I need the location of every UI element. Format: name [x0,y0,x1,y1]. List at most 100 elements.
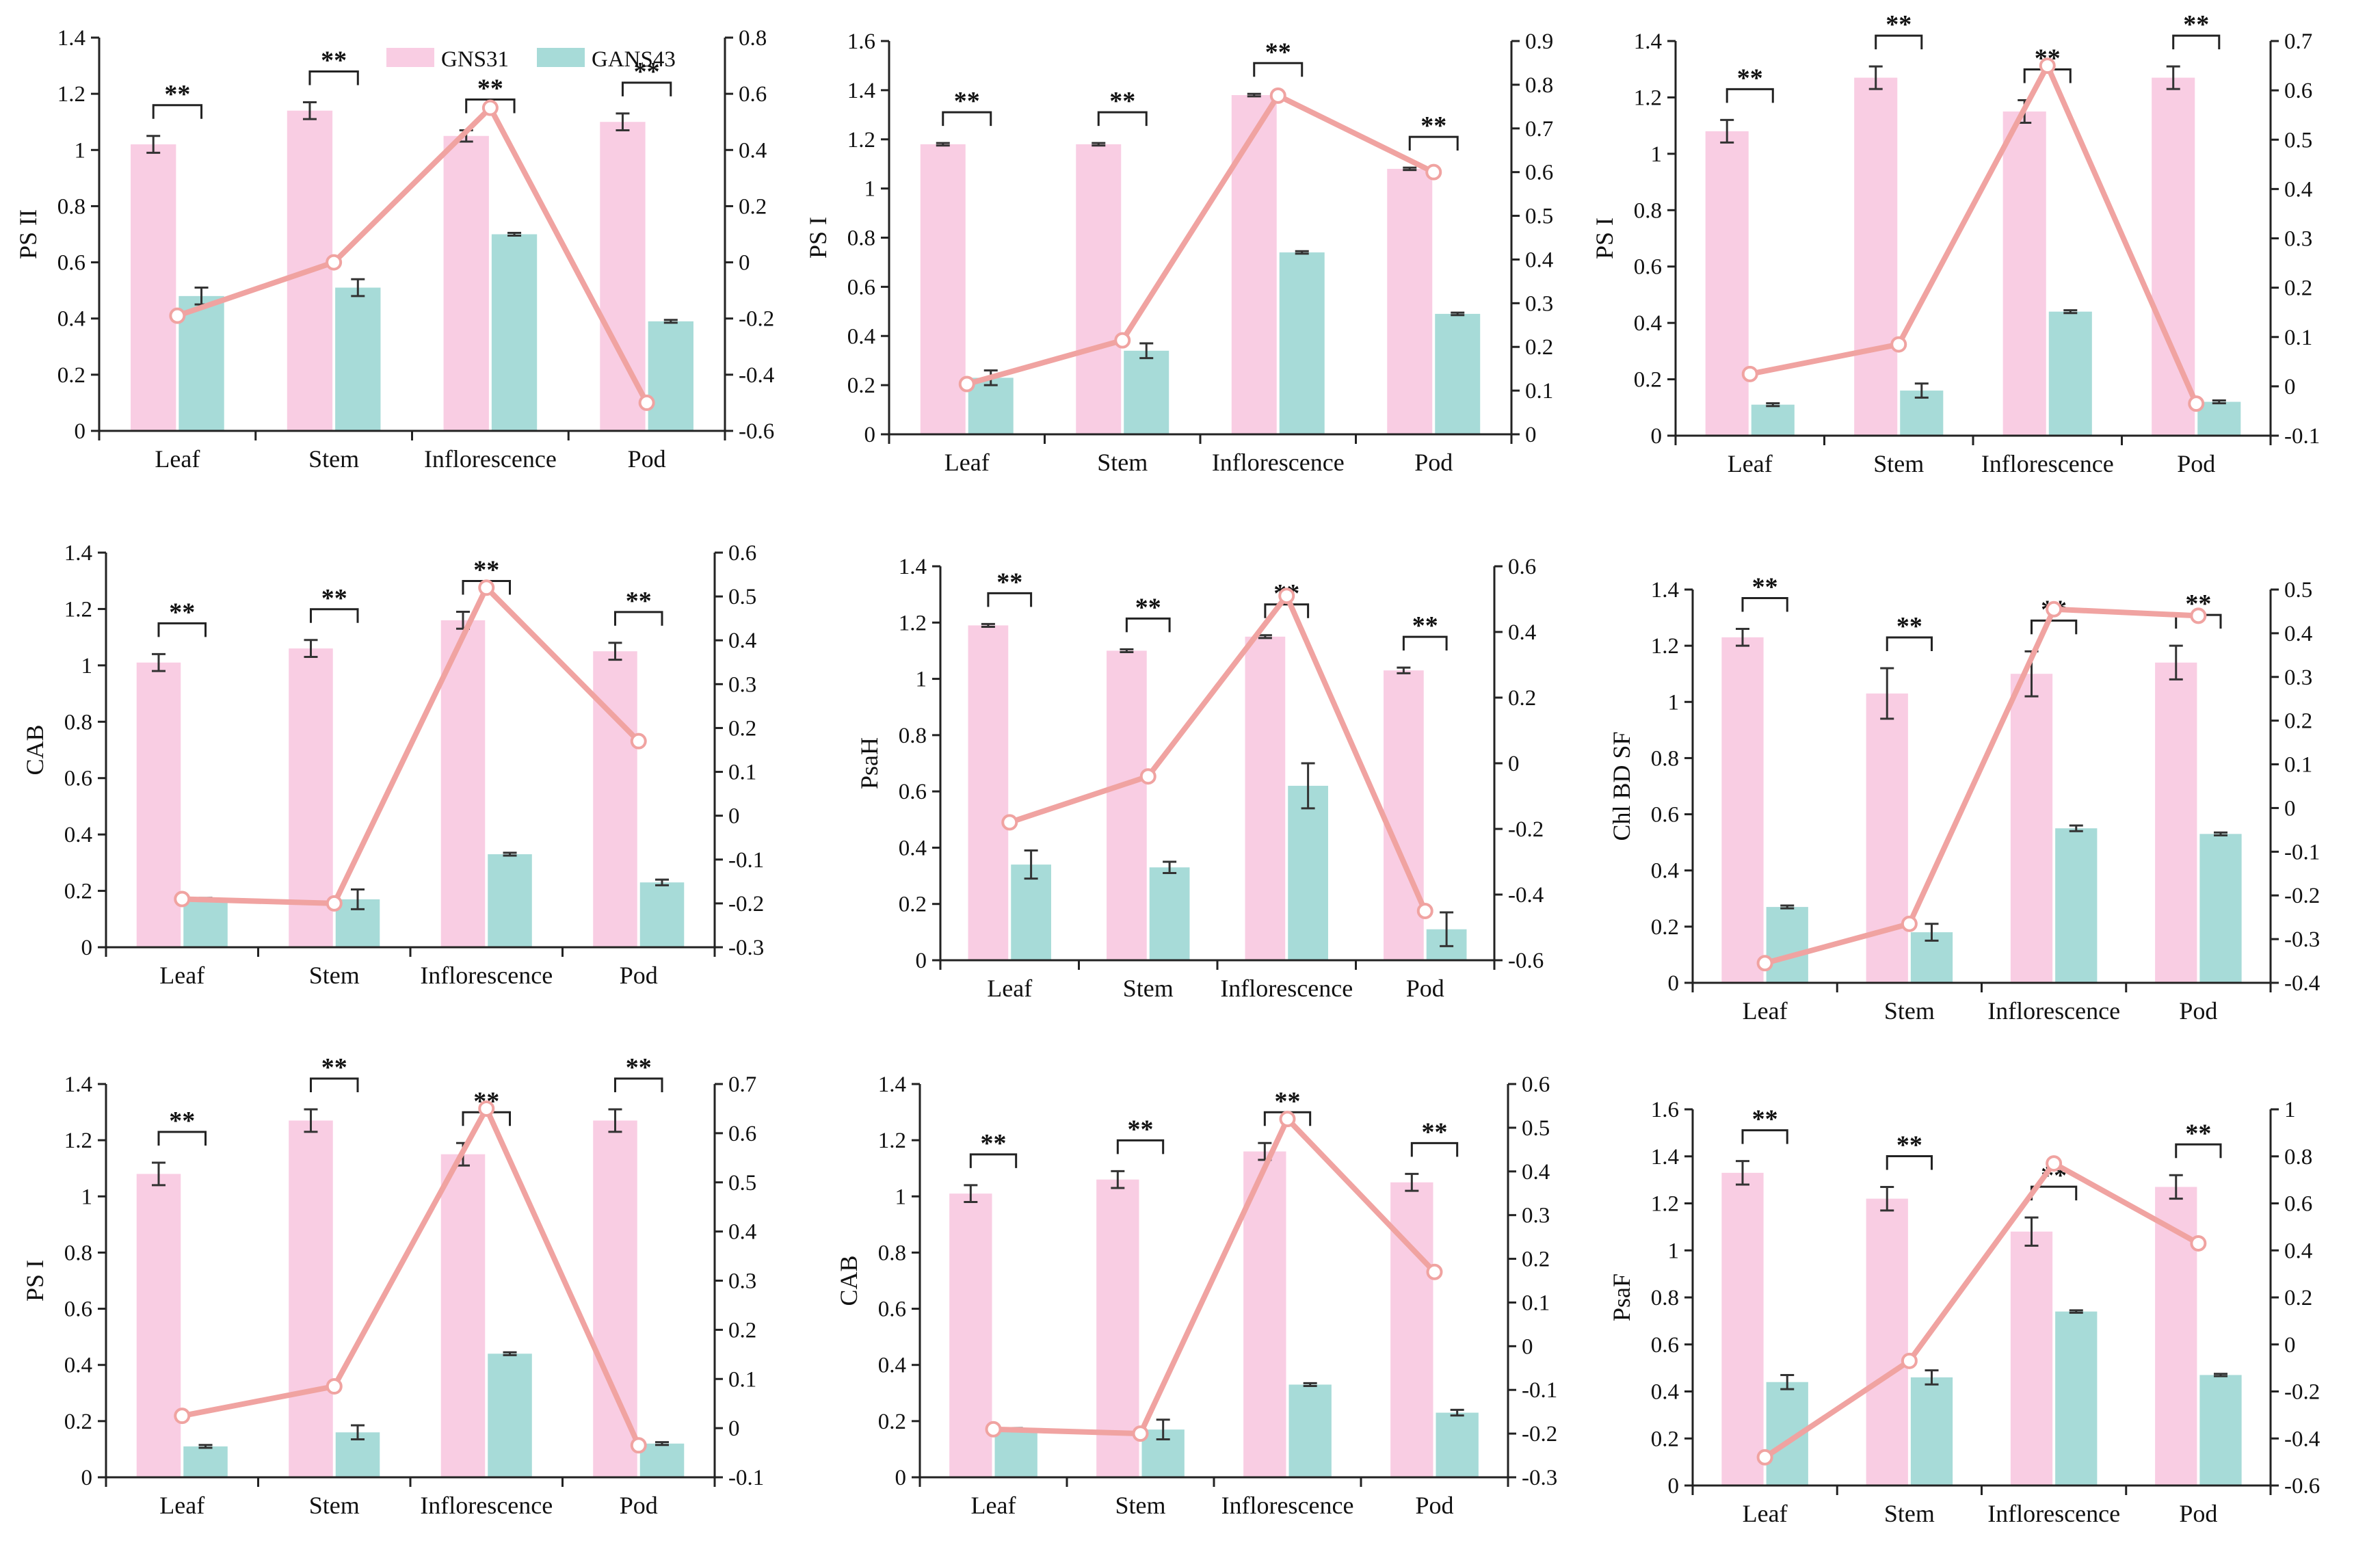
significance-label: ** [1109,87,1135,116]
significance-bracket [613,1077,663,1092]
bar-gns31-stem [1866,693,1908,983]
y2-tick-label: 0.4 [1522,1160,1550,1185]
bar-gans43-pod [639,1443,685,1477]
bar-gns31-stem [1096,1179,1139,1477]
category-label: Leaf [159,962,204,989]
significance-bracket [613,611,663,626]
ratio-point [1139,768,1156,785]
y-tick-label: 0.2 [878,1410,906,1434]
bar-gns31-leaf [1705,131,1749,436]
y2-tick-label: -0.1 [1522,1378,1557,1403]
ratio-point [2190,1234,2207,1252]
bar-gans43-stem [335,287,381,431]
bar-gans43-inflorescence [1279,252,1325,434]
y-tick-label: 0.6 [1651,1333,1679,1358]
significance-label: ** [1886,10,1912,39]
error-bar [1405,1172,1419,1192]
error-bar [1303,1382,1317,1388]
y2-tick-label: -0.4 [739,363,774,388]
y2-tick-label: 0 [2284,375,2296,399]
y2-tick-label: 0.1 [1525,379,1553,404]
y-tick-label: 0.8 [847,226,875,251]
category-label: Stem [1884,1500,1935,1527]
significance-bracket [621,81,672,96]
y2-tick-label: 0.4 [2284,177,2312,202]
y2-tick-label: 0 [1522,1334,1533,1359]
ratio-point [1278,587,1295,605]
category-label: Pod [2177,450,2215,477]
significance-bracket [987,592,1033,607]
y-tick-label: 0.8 [899,724,927,748]
bar-gns31-inflorescence [443,135,489,431]
y2-tick-label: 0.3 [2284,227,2312,252]
y2-tick-label: -0.2 [2284,884,2320,908]
y-tick-label: 0.2 [1634,368,1662,393]
error-bar [1247,92,1261,98]
y-tick-label: 1.4 [64,1072,92,1097]
bar-gns31-leaf [1721,1172,1764,1485]
error-bar [936,142,950,147]
significance-label: ** [321,584,347,613]
category-label: Leaf [159,1492,204,1519]
bar-gns31-leaf [949,1193,992,1477]
error-bar [2214,1373,2228,1377]
error-bar [608,642,622,661]
bar-gans43-inflorescence [1288,1384,1332,1477]
significance-bracket [969,1153,1018,1168]
y-tick-label: 0.4 [1651,1380,1679,1405]
y-tick-label: 1.2 [847,128,875,153]
significance-bracket [1264,603,1310,618]
y2-tick-label: -0.1 [2284,424,2320,449]
y-tick-label: 0 [895,1466,907,1490]
y2-tick-label: -0.6 [1508,949,1544,973]
significance-label: ** [1896,1131,1922,1159]
y2-tick-label: 0.6 [728,541,756,566]
significance-bracket [1408,135,1459,151]
category-label: Leaf [155,445,200,473]
category-label: Stem [1123,975,1174,1002]
category-label: Inflorescence [1220,975,1353,1002]
y2-tick-label: 0.7 [1525,117,1553,142]
significance-bracket [1886,1154,1933,1170]
significance-bracket [152,104,203,119]
category-label: Leaf [1743,1500,1788,1527]
bar-gans43-inflorescence [488,1353,532,1477]
category-label: Stem [1873,450,1924,477]
error-bar [2166,65,2180,90]
y2-tick-label: 0 [739,251,750,276]
bar-gns31-leaf [136,1174,181,1477]
significance-label: ** [169,1107,195,1135]
y-axis-title: PsaF [1608,1273,1635,1321]
bar-gns31-stem [1866,1198,1908,1485]
y2-tick-label: 0.5 [2284,128,2312,153]
significance-bracket [2172,34,2221,50]
y-tick-label: 0.4 [847,324,875,349]
significance-label: ** [626,587,652,616]
significance-bracket [1741,1129,1788,1144]
ratio-point [326,254,343,271]
y2-tick-label: 0.9 [1525,29,1553,54]
bar-gans43-pod [639,882,685,947]
category-label: Stem [309,962,360,989]
y-axis-title: CAB [835,1255,862,1306]
bar-gns31-stem [289,648,333,947]
significance-label: ** [169,598,195,626]
y2-tick-label: 0.1 [2284,753,2312,778]
error-bar [2169,1174,2183,1200]
y-tick-label: 1 [81,1185,93,1209]
bar-gans43-pod [2199,1375,2242,1485]
y-tick-label: 1.2 [64,597,92,622]
y2-tick-label: 0.2 [728,716,756,741]
y2-tick-label: 0 [728,804,740,829]
y2-tick-label: 0.2 [739,194,767,219]
ratio-point [174,890,191,908]
category-label: Inflorescence [1981,450,2114,477]
y2-tick-label: -0.3 [2284,927,2320,952]
y-tick-label: 0.4 [899,836,927,860]
significance-bracket [1875,34,1923,50]
y-tick-label: 0.8 [1651,1286,1679,1310]
y-tick-label: 0.2 [847,373,875,398]
ratio-line [993,1116,1437,1437]
y-tick-label: 1.2 [1651,1192,1679,1217]
bar-gns31-leaf [131,144,176,432]
